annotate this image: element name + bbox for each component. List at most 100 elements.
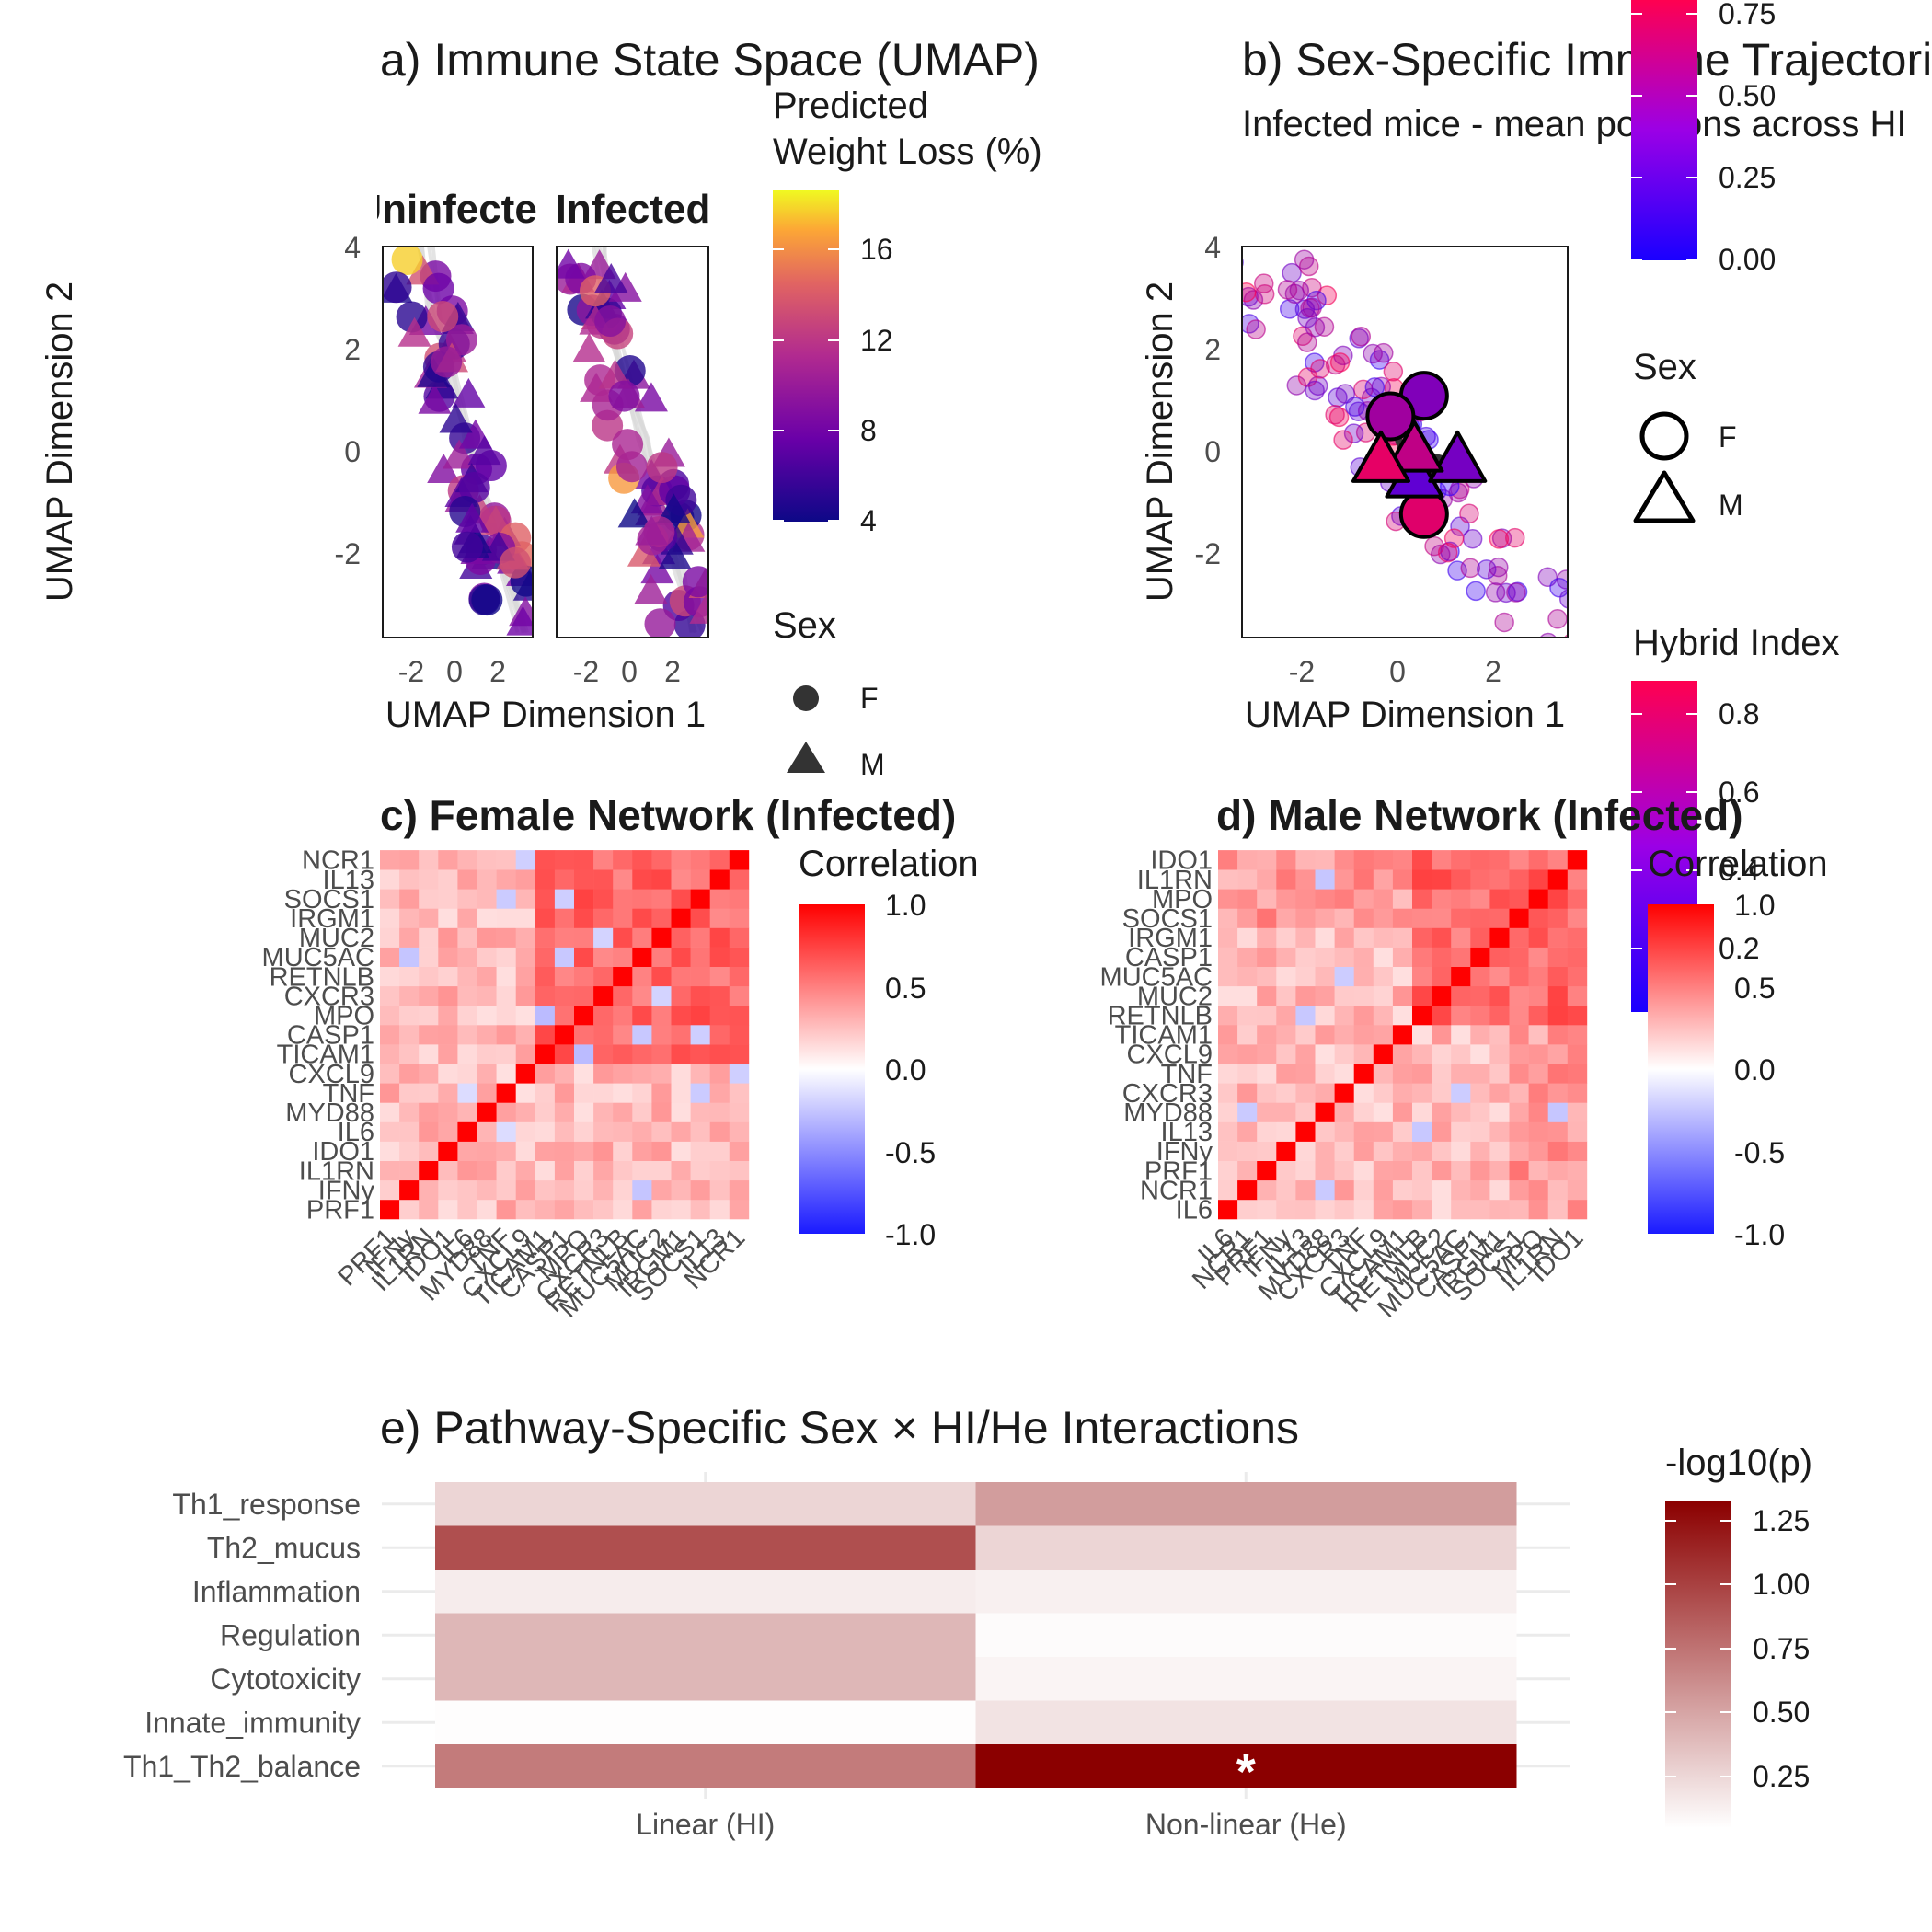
correlation-cell xyxy=(457,947,477,967)
sample-point-female xyxy=(500,546,532,579)
correlation-cell xyxy=(535,889,556,909)
correlation-cell xyxy=(632,1199,652,1220)
correlation-cell xyxy=(632,1121,652,1142)
correlation-cell xyxy=(477,1102,497,1122)
correlation-cell xyxy=(1257,908,1277,928)
gene-row-label: SOCS1 xyxy=(284,885,374,914)
correlation-cell xyxy=(515,1025,536,1045)
correlation-cell xyxy=(477,1083,497,1103)
sample-point-male xyxy=(640,554,674,584)
hybrid-colorbar-top xyxy=(1631,0,1697,260)
gene-row-label: IRGM1 xyxy=(1128,924,1213,953)
correlation-cell xyxy=(671,1005,691,1026)
sample-point-male xyxy=(634,574,668,604)
correlation-cell xyxy=(554,1025,575,1045)
correlation-cell xyxy=(1432,1044,1452,1064)
correlation-cell xyxy=(535,1179,556,1201)
correlation-cell xyxy=(1489,1179,1510,1201)
correlation-cell xyxy=(380,1083,400,1103)
correlation-cell xyxy=(1509,985,1529,1006)
correlation-cell xyxy=(1451,1044,1471,1064)
individual-point xyxy=(1297,332,1317,352)
individual-point xyxy=(1277,280,1298,300)
correlation-cell xyxy=(1489,869,1510,890)
correlation-cell xyxy=(419,1044,439,1064)
correlation-cell xyxy=(380,908,400,928)
correlation-cell xyxy=(419,889,439,909)
correlation-cell xyxy=(1528,927,1548,948)
correlation-cell xyxy=(613,966,633,987)
facet-uninfected-frame xyxy=(382,246,534,638)
heatmap-cell xyxy=(435,1700,976,1745)
correlation-cell xyxy=(671,1102,691,1122)
correlation-cell xyxy=(613,1025,633,1045)
hybrid-tick: 0.8 xyxy=(1719,697,1759,730)
correlation-cell xyxy=(1489,1102,1510,1122)
correlation-cell xyxy=(554,1141,575,1161)
correlation-cell xyxy=(535,966,556,987)
correlation-cell xyxy=(709,908,730,928)
gene-row-label: IFNy xyxy=(1156,1137,1213,1167)
correlation-cell xyxy=(535,1025,556,1045)
correlation-cell xyxy=(613,1160,633,1181)
correlation-cell xyxy=(554,1083,575,1103)
correlation-cell xyxy=(380,985,400,1006)
correlation-cell xyxy=(496,1083,516,1103)
correlation-cell xyxy=(1237,1083,1258,1103)
correlation-cell xyxy=(709,1141,730,1161)
correlation-cell xyxy=(457,869,477,890)
correlation-cell xyxy=(1315,1160,1335,1181)
correlation-cell xyxy=(1276,1141,1296,1161)
panel-a-y-tick: 2 xyxy=(344,333,361,366)
correlation-cell xyxy=(1470,1005,1490,1026)
correlation-cell xyxy=(399,1025,420,1045)
gene-row-label: CASP1 xyxy=(287,1021,374,1051)
correlation-cell xyxy=(1489,1005,1510,1026)
correlation-cell xyxy=(1315,889,1335,909)
correlation-cell xyxy=(1547,927,1569,948)
correlation-cell xyxy=(419,1005,439,1026)
correlation-cell xyxy=(1489,927,1510,948)
correlation-cell xyxy=(1528,1044,1548,1064)
sample-point-female xyxy=(608,380,640,412)
correlation-cell xyxy=(1392,985,1413,1006)
correlation-cell xyxy=(690,850,710,870)
weight-loss-colorbar xyxy=(773,190,839,522)
correlation-cell xyxy=(1567,1044,1588,1064)
correlation-cell xyxy=(632,1025,652,1045)
correlation-cell xyxy=(1353,1044,1374,1064)
correlation-cell xyxy=(496,1064,516,1084)
correlation-cell xyxy=(1218,869,1238,890)
correlation-cell xyxy=(1353,1179,1374,1201)
correlation-cell xyxy=(1547,1160,1569,1181)
correlation-cell xyxy=(632,927,652,948)
correlation-cell xyxy=(1392,1199,1413,1220)
correlation-cell xyxy=(1353,869,1374,890)
correlation-cell xyxy=(651,1064,672,1084)
correlation-cell xyxy=(593,1005,614,1026)
correlation-cell xyxy=(1412,869,1432,890)
correlation-cell xyxy=(671,908,691,928)
correlation-cell xyxy=(1528,947,1548,967)
correlation-cell xyxy=(1373,889,1394,909)
correlation-cell xyxy=(1392,1025,1413,1045)
correlation-cell xyxy=(1257,889,1277,909)
correlation-cell xyxy=(515,985,536,1006)
correlation-cell xyxy=(729,1025,750,1045)
gene-row-label: MYD88 xyxy=(1123,1098,1213,1128)
correlation-cell xyxy=(1315,1005,1335,1026)
facet-label-uninfected: Uninfected xyxy=(352,187,561,232)
correlation-cell xyxy=(438,1102,458,1122)
sample-point-female xyxy=(458,471,490,503)
correlation-cell xyxy=(1412,1083,1432,1103)
correlation-cell xyxy=(690,1160,710,1181)
correlation-cell xyxy=(1315,1044,1335,1064)
correlation-cell xyxy=(1295,985,1316,1006)
correlation-cell xyxy=(613,1179,633,1201)
correlation-cell xyxy=(671,850,691,870)
panel-e-legend-tick: 0.75 xyxy=(1753,1632,1810,1665)
correlation-cell xyxy=(1470,1141,1490,1161)
correlation-cell xyxy=(1237,889,1258,909)
gene-row-label: MYD88 xyxy=(285,1098,374,1128)
correlation-cell xyxy=(671,947,691,967)
